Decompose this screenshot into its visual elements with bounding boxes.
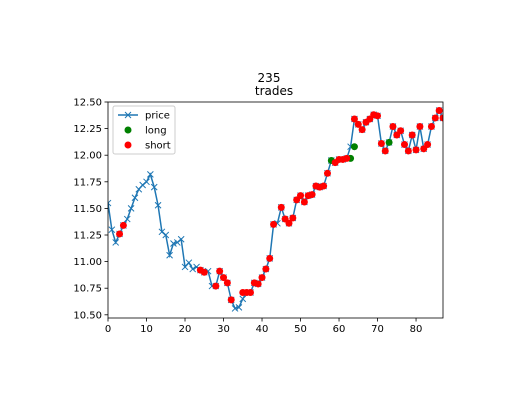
short-marker	[435, 107, 443, 115]
short-marker	[227, 296, 235, 304]
legend-short-marker	[124, 141, 132, 149]
x-tick-label: 70	[371, 324, 384, 335]
legend-price-marker	[124, 111, 132, 119]
price-marker	[185, 259, 193, 267]
short-marker	[270, 220, 278, 228]
short-marker	[285, 219, 293, 227]
legend-long-marker	[124, 126, 132, 134]
x-tick-label: 60	[333, 324, 346, 335]
price-marker	[143, 178, 150, 186]
short-marker	[404, 147, 412, 155]
x-tick-label: 40	[256, 324, 269, 335]
price-marker	[235, 304, 243, 311]
x-tick-label: 50	[294, 324, 307, 335]
legend-short-label: short	[145, 141, 171, 152]
short-marker	[320, 182, 328, 190]
price-marker	[127, 205, 135, 212]
price-marker	[154, 201, 162, 209]
short-marker	[427, 122, 435, 130]
short-marker	[389, 122, 397, 130]
y-tick-label: 10.75	[73, 284, 102, 295]
short-marker	[431, 114, 439, 122]
price-marker	[170, 240, 177, 247]
price-marker	[108, 226, 116, 234]
y-tick-label: 11.25	[73, 231, 102, 242]
y-tick-label: 11.00	[73, 257, 102, 268]
x-tick-label: 10	[140, 324, 153, 335]
short-marker	[350, 115, 358, 123]
short-marker	[374, 112, 382, 120]
x-tick-label: 80	[410, 324, 423, 335]
short-marker	[254, 280, 262, 288]
price-marker	[162, 231, 170, 239]
short-marker	[308, 191, 316, 199]
short-marker	[266, 254, 274, 262]
price-marker	[231, 305, 239, 312]
y-tick-label: 12.00	[73, 151, 102, 162]
short-marker	[377, 139, 385, 147]
legend-long-label: long	[145, 126, 167, 137]
legend: price long short	[112, 105, 176, 155]
axes-frame	[107, 101, 444, 319]
chart-subtitle: trades	[255, 84, 293, 98]
short-marker	[119, 221, 127, 229]
legend-price-label: price	[145, 111, 170, 122]
y-tick-label: 11.75	[73, 177, 102, 188]
chart-title: 235	[258, 71, 281, 85]
short-marker	[354, 120, 362, 128]
short-marker	[216, 267, 224, 275]
short-marker	[424, 141, 432, 149]
price-marker	[123, 215, 131, 223]
price-marker	[189, 265, 197, 273]
price-marker	[150, 183, 158, 191]
y-tick-label: 10.50	[73, 310, 102, 321]
short-marker	[416, 122, 424, 130]
price-marker	[112, 239, 120, 246]
short-marker	[220, 274, 228, 282]
short-marker	[400, 141, 408, 149]
price-marker	[147, 171, 154, 178]
x-tick-label: 0	[105, 324, 111, 335]
long-marker	[385, 138, 393, 146]
short-marker	[246, 288, 254, 296]
short-marker	[116, 230, 124, 238]
short-marker	[262, 265, 270, 273]
price-marker	[166, 251, 173, 259]
y-tick-label: 12.25	[73, 124, 102, 135]
price-marker	[131, 194, 139, 202]
short-marker	[358, 126, 366, 134]
y-tick-label: 12.50	[73, 98, 102, 109]
price-marker	[108, 199, 112, 207]
short-marker	[300, 198, 308, 206]
axes: 0 10 20 30 40 50 60 70 80 10.50 10.75 11.00 11.25 11.…	[73, 98, 444, 335]
short-marker	[258, 274, 266, 282]
price-marker	[239, 295, 247, 303]
short-marker	[297, 192, 305, 200]
short-marker	[343, 154, 351, 162]
x-tick-label: 20	[179, 324, 192, 335]
short-marker	[323, 169, 331, 177]
short-marker	[412, 146, 420, 154]
short-marker	[397, 127, 405, 135]
short-marker	[381, 147, 389, 155]
short-marker	[200, 268, 208, 276]
plot-area	[108, 107, 443, 312]
x-tick-label: 30	[217, 324, 230, 335]
y-tick-label: 11.50	[73, 204, 102, 215]
short-marker	[277, 203, 285, 211]
short-marker	[289, 214, 297, 222]
short-marker	[439, 114, 443, 122]
short-marker	[408, 131, 416, 139]
short-marker	[212, 282, 220, 290]
long-marker	[350, 143, 358, 151]
short-marker	[223, 279, 231, 287]
price-marker	[177, 235, 185, 243]
